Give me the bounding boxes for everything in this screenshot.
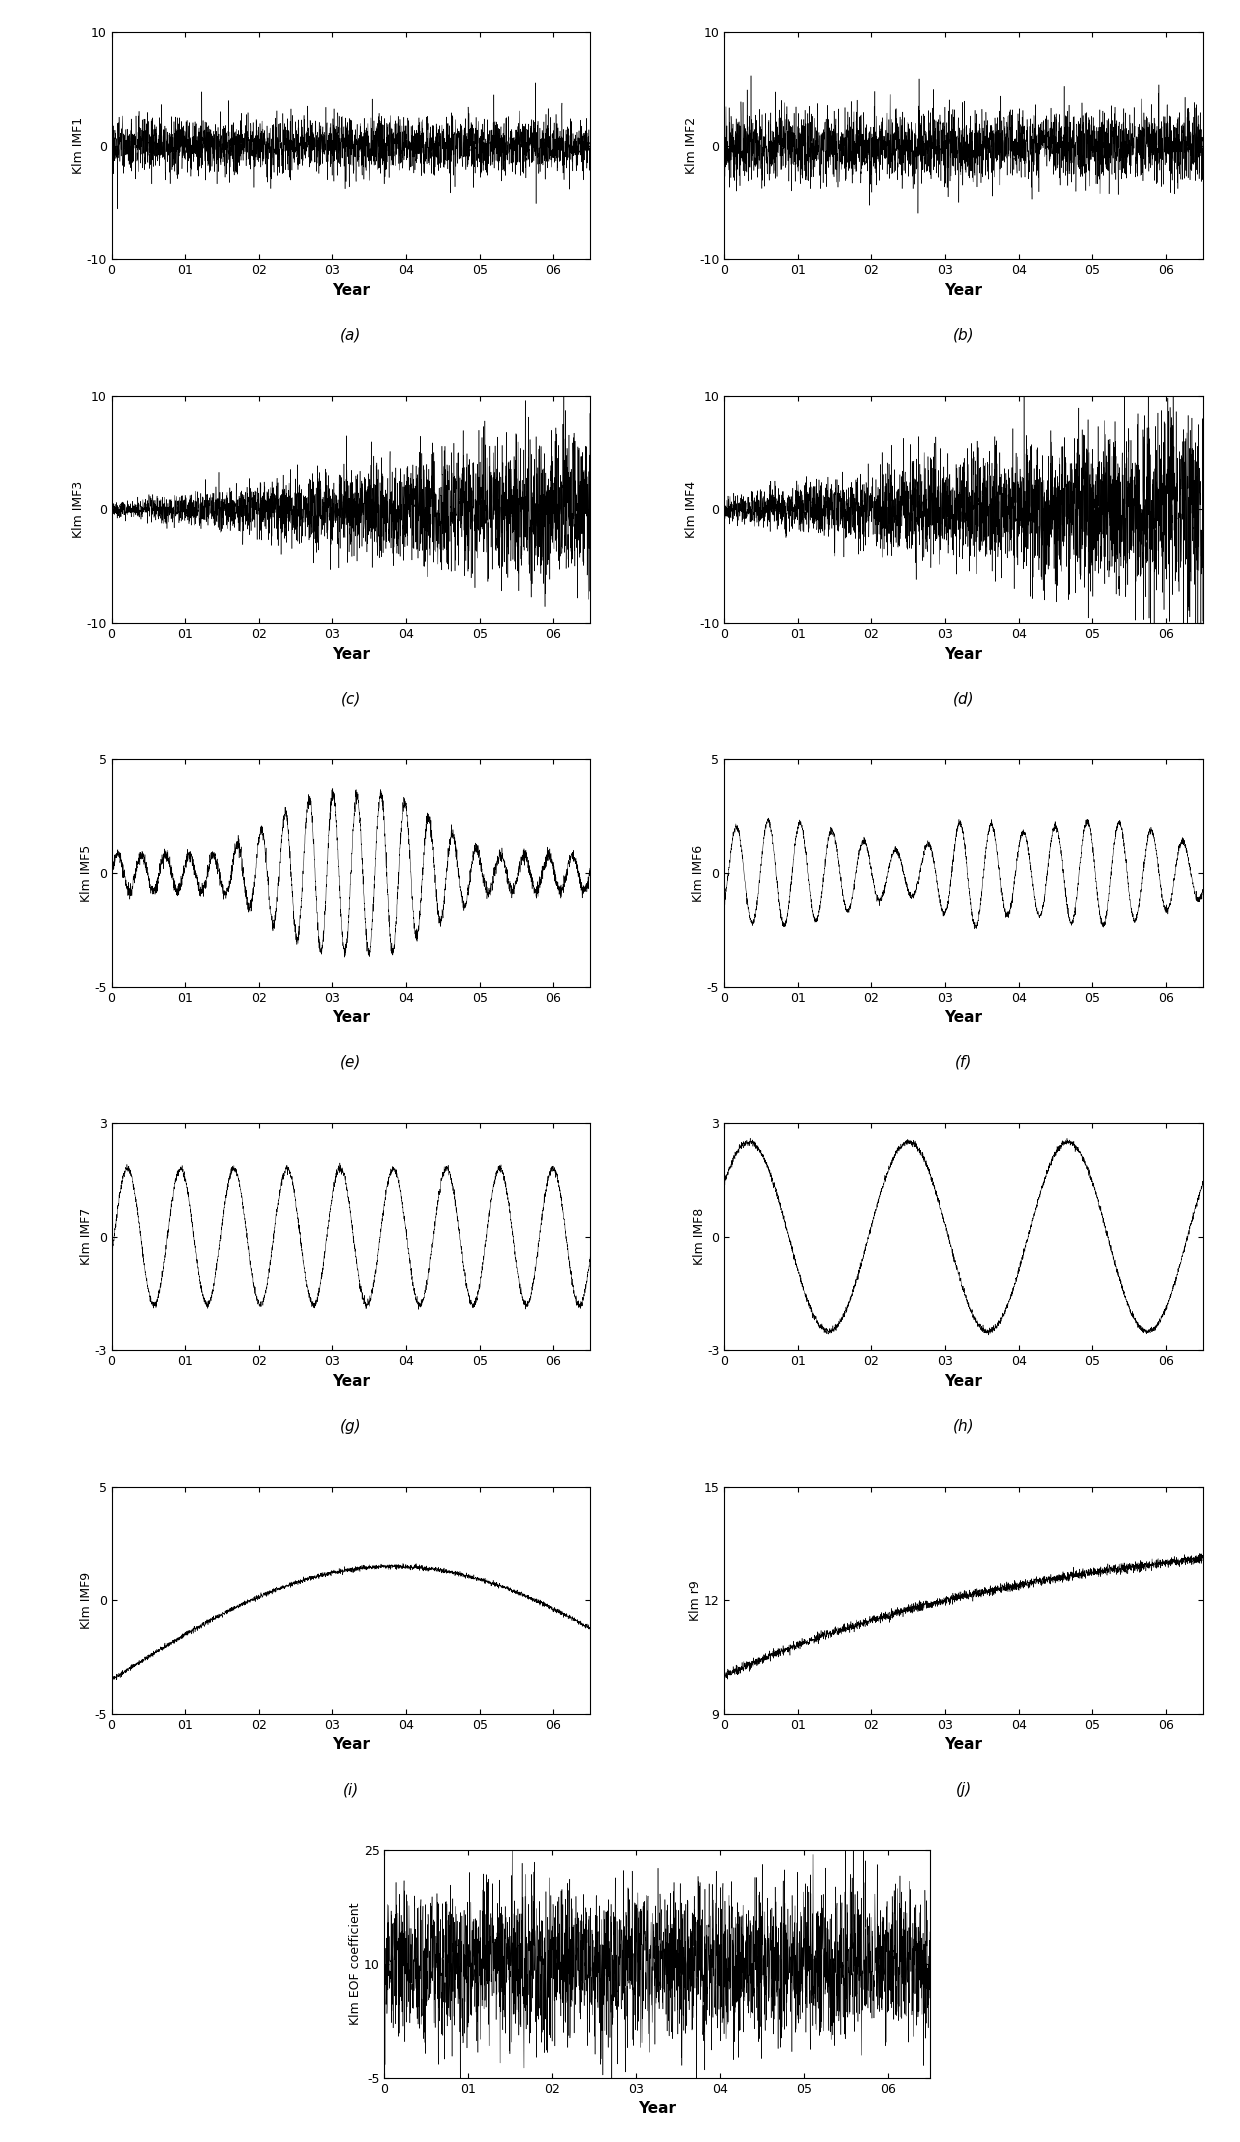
Text: (d): (d) — [952, 692, 975, 707]
Y-axis label: Klm r9: Klm r9 — [689, 1581, 702, 1621]
X-axis label: Year: Year — [332, 1737, 370, 1752]
Y-axis label: Klm IMF5: Klm IMF5 — [79, 844, 93, 902]
Text: (h): (h) — [952, 1418, 975, 1433]
X-axis label: Year: Year — [332, 647, 370, 662]
Y-axis label: Klm IMF3: Klm IMF3 — [72, 480, 86, 538]
X-axis label: Year: Year — [332, 1011, 370, 1026]
Y-axis label: Klm IMF7: Klm IMF7 — [79, 1208, 93, 1266]
Text: (i): (i) — [342, 1782, 360, 1797]
X-axis label: Year: Year — [945, 1737, 982, 1752]
Y-axis label: Klm IMF8: Klm IMF8 — [693, 1208, 706, 1266]
Text: (f): (f) — [955, 1054, 972, 1071]
X-axis label: Year: Year — [945, 283, 982, 298]
Text: (b): (b) — [952, 328, 975, 343]
Text: (a): (a) — [340, 328, 362, 343]
X-axis label: Year: Year — [945, 1011, 982, 1026]
Y-axis label: Klm IMF4: Klm IMF4 — [684, 480, 698, 538]
Text: (e): (e) — [340, 1054, 362, 1071]
X-axis label: Year: Year — [332, 283, 370, 298]
Y-axis label: Klm IMF9: Klm IMF9 — [79, 1572, 93, 1630]
Text: (j): (j) — [955, 1782, 972, 1797]
X-axis label: Year: Year — [945, 1373, 982, 1388]
Text: (c): (c) — [341, 692, 361, 707]
X-axis label: Year: Year — [332, 1373, 370, 1388]
X-axis label: Year: Year — [945, 647, 982, 662]
Y-axis label: Klm IMF6: Klm IMF6 — [692, 844, 706, 902]
Y-axis label: Klm EOF coefficient: Klm EOF coefficient — [350, 1902, 362, 2026]
Y-axis label: Klm IMF2: Klm IMF2 — [684, 118, 698, 174]
Y-axis label: Klm IMF1: Klm IMF1 — [72, 118, 86, 174]
X-axis label: Year: Year — [639, 2101, 676, 2116]
Text: (g): (g) — [340, 1418, 362, 1433]
